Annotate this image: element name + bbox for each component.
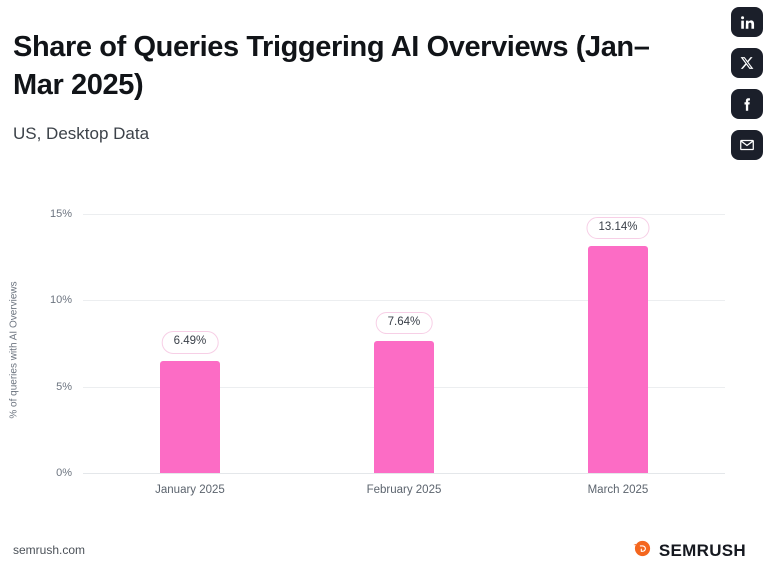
share-facebook-button[interactable] (731, 89, 763, 119)
chart-header: Share of Queries Triggering AI Overviews… (13, 28, 683, 145)
footer-url: semrush.com (13, 543, 86, 557)
x-tick-label-february: February 2025 (366, 484, 442, 496)
bar-group-february: 7.64% February 2025 (297, 214, 511, 496)
y-tick-label-5: 5% (56, 380, 72, 393)
gridline-10: 10% (50, 294, 725, 306)
y-tick-label-10: 10% (49, 294, 72, 307)
email-icon (739, 137, 755, 153)
bar-group-january: 6.49% January 2025 (83, 214, 297, 496)
bar-group-march: 13.14% March 2025 (511, 214, 725, 496)
bar-value-label-march: 13.14% (586, 216, 650, 240)
y-tick-label-15: 15% (49, 208, 72, 220)
share-linkedin-button[interactable] (731, 7, 763, 37)
bar-value-label-february: 7.64% (375, 311, 433, 335)
linkedin-icon (740, 15, 755, 30)
bar-january[interactable] (159, 360, 220, 473)
share-x-button[interactable] (731, 48, 763, 78)
plot-area: 15% 10% 5% 0% 6.49% January 2025 7.64% F… (50, 208, 725, 496)
x-tick-label-january: January 2025 (155, 484, 225, 496)
facebook-icon (740, 97, 755, 112)
bar-chart: % of queries with AI Overviews 15% 10% 5… (0, 190, 771, 510)
gridline-15: 15% (50, 208, 725, 220)
footer: semrush.com SEMRUSH (0, 522, 771, 584)
bar-february[interactable] (373, 341, 434, 473)
gridline-0: 0% (56, 467, 725, 479)
share-button-rail (731, 7, 763, 160)
share-email-button[interactable] (731, 130, 763, 160)
semrush-logo-icon (633, 539, 652, 563)
x-twitter-icon (740, 56, 754, 70)
bar-series: 6.49% January 2025 7.64% February 2025 1… (83, 214, 725, 496)
bar-value-label-january: 6.49% (161, 331, 219, 354)
y-tick-label-0: 0% (56, 467, 72, 479)
x-tick-label-march: March 2025 (587, 484, 649, 496)
y-axis-title: % of queries with AI Overviews (8, 281, 20, 419)
semrush-brand: SEMRUSH (633, 539, 746, 563)
page-title: Share of Queries Triggering AI Overviews… (13, 31, 650, 101)
semrush-wordmark: SEMRUSH (658, 541, 746, 560)
bar-march[interactable] (587, 246, 648, 473)
chart-subtitle: US, Desktop Data (13, 124, 150, 143)
